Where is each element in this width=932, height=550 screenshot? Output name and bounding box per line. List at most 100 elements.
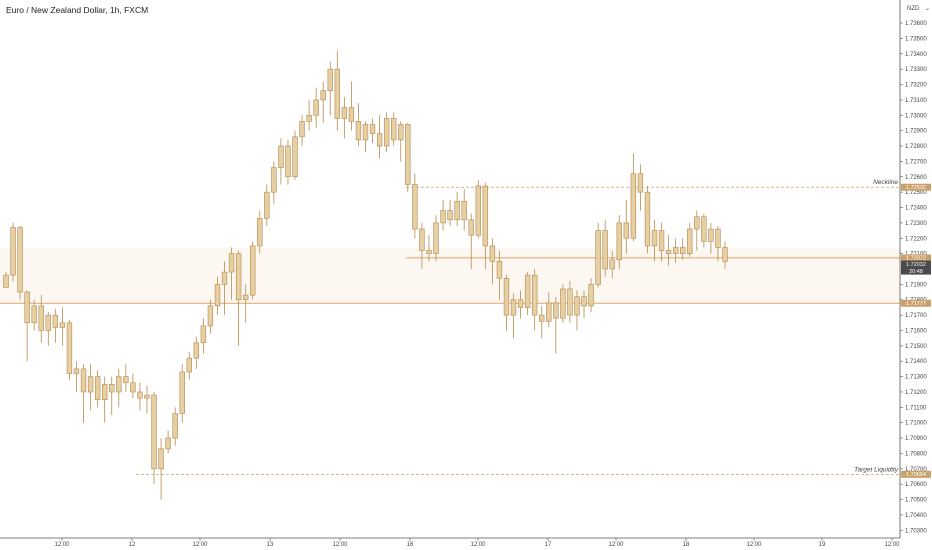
- candle-body-86: [609, 259, 615, 270]
- candle-body-16: [116, 376, 122, 393]
- x-tick-label-1: 12: [129, 542, 136, 548]
- currency-dropdown-icon[interactable]: ⌄: [925, 6, 930, 12]
- candle-body-77: [546, 302, 552, 322]
- candle-body-52: [369, 124, 376, 135]
- candle-body-65: [461, 201, 467, 221]
- y-tick-label-29: 1.70700: [905, 467, 927, 473]
- x-tick-label-6: 12:00: [470, 542, 486, 548]
- candle-body-58: [412, 184, 418, 230]
- candle-body-42: [299, 121, 305, 138]
- candle-body-54: [383, 118, 390, 147]
- candle-body-1: [10, 227, 16, 276]
- candle-body-38: [271, 167, 277, 193]
- candle-body-88: [623, 222, 630, 239]
- candle-body-85: [602, 230, 608, 270]
- candle-body-66: [468, 219, 474, 236]
- candle-body-96: [680, 247, 686, 254]
- x-tick-label-12: 12:00: [884, 542, 900, 548]
- y-tick-label-25: 1.71100: [905, 405, 927, 411]
- price-axis[interactable]: NZD ⌄ 1.73600 1.73500 1.73400 1.73300 1.7320…: [899, 0, 930, 538]
- candle-body-91: [644, 191, 651, 247]
- x-tick-label-4: 12:00: [332, 542, 348, 548]
- candle-body-70: [496, 261, 503, 279]
- candle-body-28: [200, 325, 207, 344]
- price-tag-bg-0: [901, 183, 931, 191]
- chart-title: Euro / New Zealand Dollar, 1h, FXCM: [6, 5, 149, 15]
- x-tick-label-9: 18: [683, 542, 690, 548]
- candle-body-97: [687, 228, 693, 254]
- countdown-label: 20:48: [909, 269, 923, 275]
- candle-body-87: [616, 222, 622, 261]
- y-tick-label-22: 1.71400: [905, 359, 927, 365]
- y-tick-label-5: 1.73100: [905, 98, 927, 104]
- candle-body-30: [214, 284, 221, 307]
- candle-body-76: [539, 314, 545, 322]
- candle-body-9: [66, 322, 73, 374]
- y-tick-label-28: 1.70800: [905, 451, 927, 457]
- y-tick-label-7: 1.72900: [905, 129, 927, 135]
- price-tag-bg-2: [901, 260, 931, 275]
- y-tick-label-23: 1.71300: [905, 375, 927, 381]
- y-tick-label-13: 1.72300: [905, 221, 927, 227]
- candle-body-53: [376, 133, 383, 147]
- y-tick-label-21: 1.71500: [905, 344, 927, 350]
- candle-body-4: [31, 305, 37, 324]
- level-label-0: Neckline: [873, 179, 898, 186]
- y-tick-label-27: 1.70900: [905, 436, 927, 442]
- y-tick-label-1: 1.73500: [905, 36, 927, 42]
- candle-body-19: [137, 391, 143, 399]
- y-tick-label-6: 1.73000: [905, 113, 927, 119]
- candle-body-90: [637, 173, 644, 193]
- candle-body-61: [433, 222, 439, 254]
- candle-body-40: [285, 145, 291, 178]
- x-tick-label-7: 17: [545, 542, 552, 548]
- candles: [3, 50, 728, 500]
- y-tick-label-9: 1.72700: [905, 159, 927, 165]
- candle-body-79: [560, 288, 566, 319]
- candle-body-56: [398, 124, 404, 141]
- time-axis[interactable]: 12:00 12 12:00 13 12:00 16 12:00 17 12:00 18 12:00…: [0, 537, 900, 548]
- level-label-1: Target Liquidity: [854, 466, 899, 473]
- candle-body-21: [151, 394, 157, 470]
- y-tick-label-3: 1.73300: [905, 67, 927, 73]
- candle-body-83: [588, 284, 594, 307]
- candle-body-93: [658, 230, 665, 251]
- candle-body-51: [362, 124, 369, 141]
- candle-body-57: [405, 124, 411, 185]
- price-tag-label-4: 1.70664: [906, 472, 926, 478]
- y-tick-label-8: 1.72800: [905, 144, 927, 150]
- candle-body-48: [341, 107, 348, 119]
- candle-body-24: [172, 413, 178, 439]
- candle-body-23: [165, 437, 171, 450]
- candle-body-94: [665, 250, 672, 254]
- y-tick-label-33: 1.70300: [905, 528, 927, 534]
- y-tick-label-32: 1.70400: [905, 513, 927, 519]
- candle-body-36: [257, 217, 263, 247]
- y-tick-label-12: 1.72400: [905, 206, 927, 212]
- x-tick-label-8: 12:00: [608, 542, 624, 548]
- candle-body-59: [419, 228, 425, 251]
- y-tick-label-4: 1.73200: [905, 83, 927, 89]
- candle-body-74: [524, 274, 531, 308]
- candle-body-32: [228, 253, 235, 273]
- candle-body-82: [581, 296, 587, 307]
- supply-demand-zone: [0, 247, 900, 304]
- candle-body-45: [320, 90, 326, 101]
- candle-body-22: [158, 448, 164, 470]
- candle-body-92: [651, 230, 658, 247]
- price-tag-bg-1: [901, 254, 931, 262]
- x-tick-label-3: 13: [267, 542, 274, 548]
- candle-body-69: [489, 245, 496, 262]
- candle-body-60: [426, 250, 432, 254]
- x-tick-label-11: 19: [819, 542, 826, 548]
- price-tag-label-3: 1.71777: [906, 301, 926, 307]
- candle-body-95: [672, 247, 679, 254]
- candle-body-71: [503, 277, 510, 316]
- price-tag-bg-3: [901, 299, 931, 307]
- y-tick-label-20: 1.71600: [905, 328, 927, 334]
- candle-body-8: [59, 322, 66, 328]
- candle-body-35: [250, 245, 256, 296]
- candle-body-72: [510, 299, 517, 316]
